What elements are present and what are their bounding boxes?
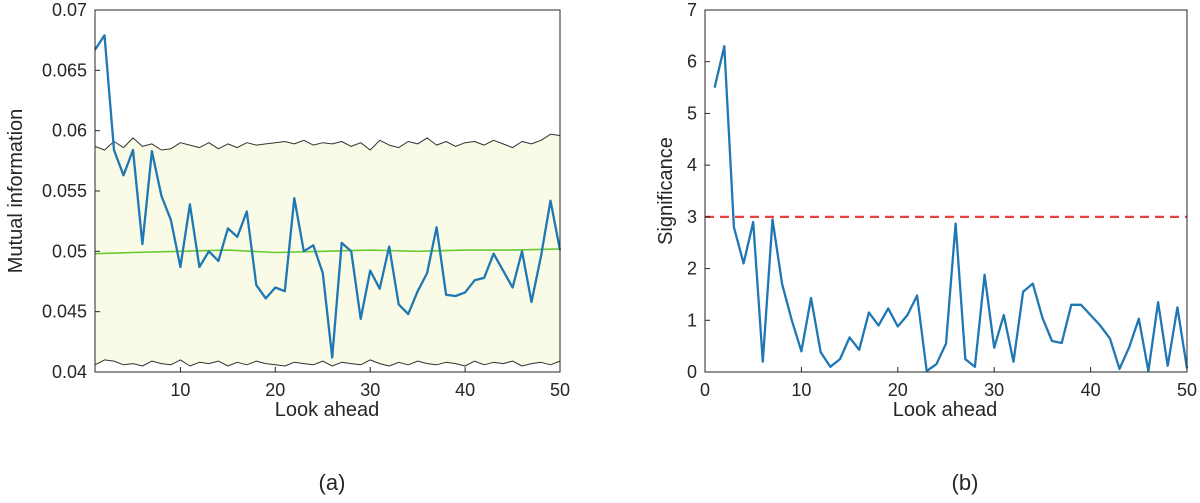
panel-b-significance: 0 10 20 30 40 50 0 1 2 3 4 5 6 7 Look ahead Significa…	[655, 0, 1197, 495]
panel-a-x-axis-label: Look ahead	[275, 399, 380, 421]
y-tick-label: 7	[687, 0, 697, 20]
y-tick-label: 0.055	[42, 181, 87, 201]
panel-b-series-line-0	[713, 45, 1189, 373]
x-tick-label: 30	[360, 380, 380, 400]
y-tick-label: 1	[687, 310, 697, 330]
x-tick-label: 50	[550, 380, 570, 400]
panel-a-series-line-0	[94, 34, 562, 359]
x-tick-label: 40	[1081, 380, 1101, 400]
x-tick-label: 20	[265, 380, 285, 400]
panel-a-series-line-1	[94, 248, 561, 255]
panel-a-confidence-band	[95, 134, 560, 366]
y-tick-label: 3	[687, 207, 697, 227]
panel-b-plot-area	[705, 10, 1187, 372]
x-tick-label: 30	[984, 380, 1004, 400]
y-tick-label: 0.05	[52, 241, 87, 261]
x-tick-label: 40	[455, 380, 475, 400]
panel-b-y-axis-label: Significance	[655, 137, 677, 245]
x-tick-label: 0	[700, 380, 710, 400]
y-tick-label: 4	[687, 155, 697, 175]
y-tick-label: 0.045	[42, 302, 87, 322]
panel-a-mutual-information: 10 20 30 40 50 0.04 0.045 0.05 0.055 0.06 0.065 0.0…	[5, 0, 570, 495]
x-tick-label: 20	[888, 380, 908, 400]
panel-b-x-axis-label: Look ahead	[893, 399, 998, 421]
panel-a-label: (a)	[319, 470, 346, 495]
y-tick-label: 0.04	[52, 362, 87, 382]
panel-a-series-line-2	[94, 133, 561, 151]
y-tick-label: 2	[687, 259, 697, 279]
panel-b-axes-frame	[704, 9, 1188, 373]
y-tick-label: 5	[687, 103, 697, 123]
y-tick-label: 0	[687, 362, 697, 382]
x-tick-label: 10	[791, 380, 811, 400]
y-tick-label: 6	[687, 52, 697, 72]
panel-b-label: (b)	[952, 470, 979, 495]
y-tick-label: 0.06	[52, 121, 87, 141]
y-tick-label: 0.065	[42, 60, 87, 80]
panel-a-series-line-3	[94, 359, 561, 367]
panel-a-y-axis-label: Mutual information	[5, 109, 27, 274]
y-tick-label: 0.07	[52, 0, 87, 20]
x-tick-label: 10	[170, 380, 190, 400]
x-tick-label: 50	[1177, 380, 1197, 400]
